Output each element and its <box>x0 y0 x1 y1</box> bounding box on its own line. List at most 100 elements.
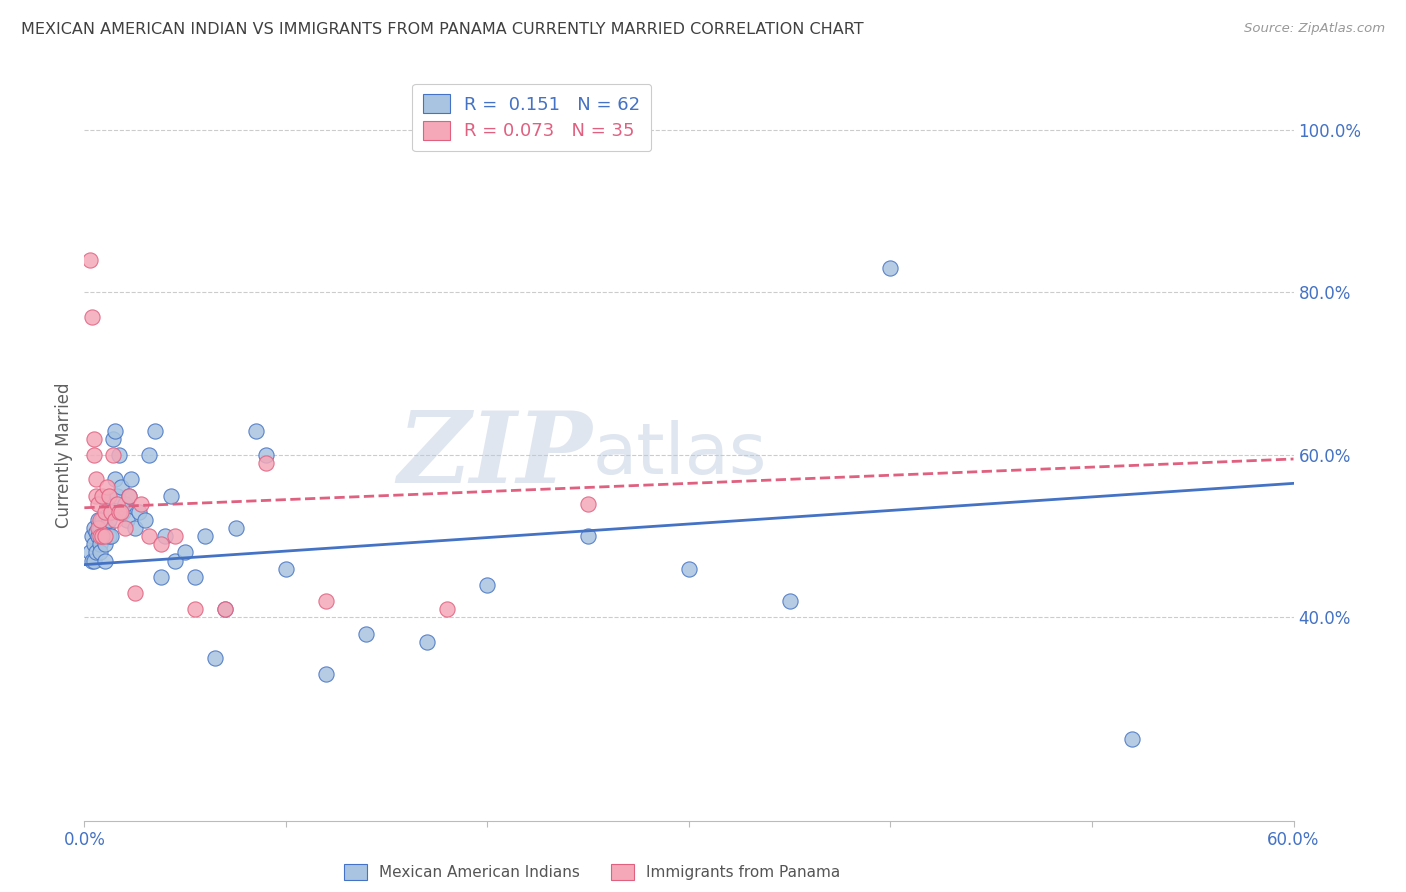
Point <box>160 489 183 503</box>
Point <box>149 537 172 551</box>
Point <box>138 448 160 462</box>
Point <box>274 562 297 576</box>
Point <box>110 505 132 519</box>
Point <box>114 521 136 535</box>
Point <box>97 489 120 503</box>
Point <box>194 529 217 543</box>
Point <box>315 594 337 608</box>
Point <box>83 537 105 551</box>
Point <box>124 521 146 535</box>
Point <box>105 489 128 503</box>
Point <box>174 545 197 559</box>
Point <box>87 529 110 543</box>
Point <box>204 651 226 665</box>
Point <box>91 529 114 543</box>
Point <box>1121 732 1143 747</box>
Point <box>89 545 111 559</box>
Point <box>225 521 247 535</box>
Point <box>79 252 101 267</box>
Point <box>118 489 141 503</box>
Point <box>93 525 115 540</box>
Point <box>87 521 110 535</box>
Point <box>214 602 236 616</box>
Point <box>118 489 141 503</box>
Point <box>91 529 114 543</box>
Point <box>149 570 172 584</box>
Legend: Mexican American Indians, Immigrants from Panama: Mexican American Indians, Immigrants fro… <box>337 858 846 886</box>
Point <box>214 602 236 616</box>
Point <box>96 480 118 494</box>
Point <box>129 497 152 511</box>
Point <box>245 424 267 438</box>
Point <box>111 505 134 519</box>
Point <box>153 529 176 543</box>
Point <box>356 626 378 640</box>
Point <box>83 448 105 462</box>
Point <box>124 586 146 600</box>
Point <box>477 578 499 592</box>
Point <box>107 505 129 519</box>
Point <box>110 480 132 494</box>
Point <box>91 513 114 527</box>
Point <box>82 529 104 543</box>
Point <box>83 553 105 567</box>
Point <box>436 602 458 616</box>
Point <box>576 497 599 511</box>
Point <box>93 553 115 567</box>
Point <box>104 472 127 486</box>
Text: ZIP: ZIP <box>398 407 592 503</box>
Point <box>87 513 110 527</box>
Point <box>100 529 122 543</box>
Point <box>134 513 156 527</box>
Point <box>254 456 277 470</box>
Y-axis label: Currently Married: Currently Married <box>55 382 73 528</box>
Point <box>86 472 108 486</box>
Point <box>93 537 115 551</box>
Point <box>79 545 101 559</box>
Point <box>93 529 115 543</box>
Point <box>86 545 108 559</box>
Point <box>165 553 187 567</box>
Point <box>120 472 142 486</box>
Point <box>82 310 104 324</box>
Point <box>83 521 105 535</box>
Point <box>576 529 599 543</box>
Point <box>115 513 138 527</box>
Point <box>128 505 150 519</box>
Point <box>254 448 277 462</box>
Text: MEXICAN AMERICAN INDIAN VS IMMIGRANTS FROM PANAMA CURRENTLY MARRIED CORRELATION : MEXICAN AMERICAN INDIAN VS IMMIGRANTS FR… <box>21 22 863 37</box>
Point <box>97 529 120 543</box>
Point <box>100 505 122 519</box>
Point <box>97 513 120 527</box>
Point <box>89 529 111 543</box>
Point <box>104 424 127 438</box>
Point <box>315 667 337 681</box>
Point <box>91 489 114 503</box>
Point <box>107 448 129 462</box>
Point <box>100 505 122 519</box>
Point <box>101 448 124 462</box>
Point <box>416 635 439 649</box>
Point <box>96 497 118 511</box>
Point <box>82 553 104 567</box>
Point <box>879 260 901 275</box>
Point <box>89 513 111 527</box>
Point <box>89 521 111 535</box>
Point <box>143 424 166 438</box>
Point <box>184 602 207 616</box>
Point <box>89 537 111 551</box>
Point <box>86 489 108 503</box>
Point <box>105 497 128 511</box>
Text: Source: ZipAtlas.com: Source: ZipAtlas.com <box>1244 22 1385 36</box>
Point <box>93 505 115 519</box>
Point <box>184 570 207 584</box>
Point <box>83 432 105 446</box>
Point <box>165 529 187 543</box>
Point <box>779 594 801 608</box>
Point <box>96 521 118 535</box>
Point <box>104 513 127 527</box>
Point <box>138 529 160 543</box>
Point <box>678 562 700 576</box>
Text: atlas: atlas <box>592 420 766 490</box>
Point <box>101 432 124 446</box>
